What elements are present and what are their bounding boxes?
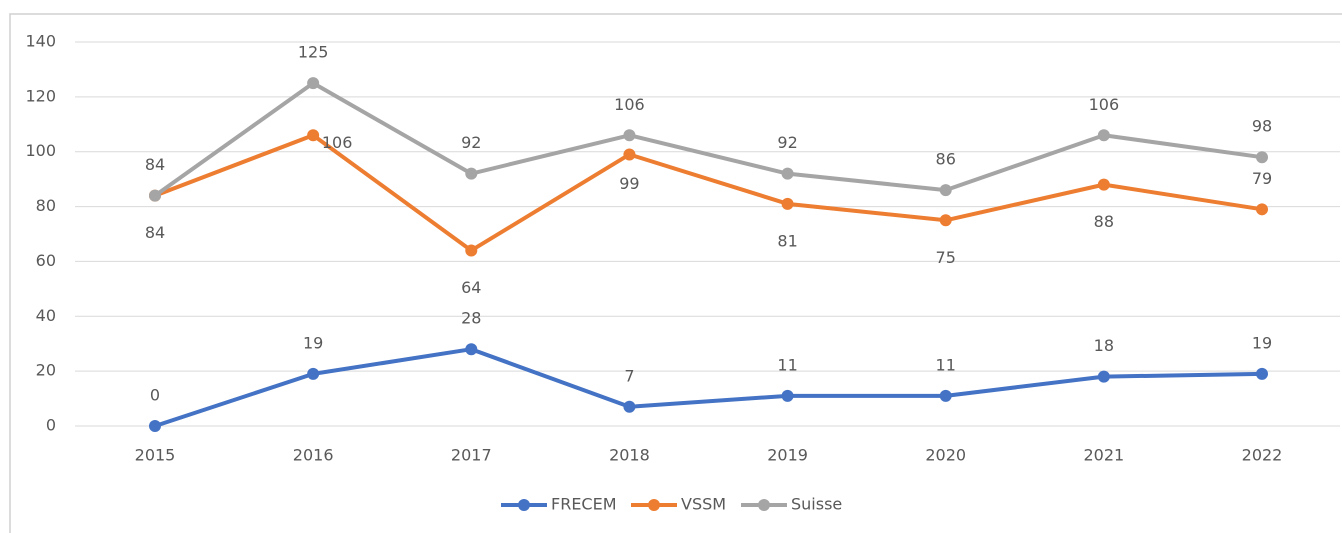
legend-marker (758, 499, 770, 511)
data-point (781, 197, 794, 210)
data-label: 92 (461, 133, 481, 152)
data-label: 98 (1252, 117, 1272, 136)
data-label: 125 (298, 43, 329, 62)
data-point (1256, 203, 1268, 216)
y-tick-label: 60 (36, 251, 56, 270)
x-tick-label: 2017 (451, 446, 492, 465)
x-tick-label: 2016 (293, 446, 334, 465)
data-label: 11 (777, 355, 797, 374)
data-label: 28 (461, 309, 481, 328)
y-tick-label: 80 (36, 196, 56, 215)
data-label: 106 (1089, 95, 1120, 114)
data-label: 92 (777, 133, 797, 152)
data-point (1097, 370, 1110, 383)
legend-label: VSSM (681, 495, 726, 514)
series-line (153, 81, 1263, 198)
data-label: 64 (461, 278, 481, 297)
data-label: 18 (1094, 336, 1114, 355)
y-tick-label: 40 (36, 306, 56, 325)
data-label: 106 (614, 95, 645, 114)
data-point (623, 129, 636, 142)
data-label: 81 (777, 231, 797, 250)
y-tick-label: 0 (46, 416, 56, 435)
x-tick-label: 2015 (135, 446, 176, 465)
data-point (465, 167, 478, 180)
data-point (623, 148, 636, 161)
data-label: 19 (1252, 333, 1272, 352)
data-label: 11 (936, 355, 956, 374)
chart-frame (9, 13, 1342, 533)
data-point (623, 400, 636, 413)
series-line (154, 347, 1263, 428)
legend-label: FRECEM (551, 495, 617, 514)
x-tick-label: 2020 (925, 446, 966, 465)
data-label: 7 (624, 366, 634, 385)
y-tick-label: 140 (25, 32, 56, 51)
x-tick-label: 2019 (767, 446, 808, 465)
data-point (149, 420, 161, 432)
data-point (781, 167, 794, 180)
legend-label: Suisse (791, 495, 842, 514)
data-point (781, 389, 794, 402)
y-tick-label: 120 (25, 86, 56, 105)
y-tick-label: 100 (25, 141, 56, 160)
data-label: 0 (150, 386, 160, 405)
y-tick-label: 20 (36, 361, 56, 380)
x-tick-label: 2018 (609, 446, 650, 465)
data-point (939, 389, 952, 402)
data-point (307, 77, 320, 90)
data-point (939, 214, 952, 227)
data-label: 88 (1094, 212, 1114, 231)
data-label: 86 (936, 150, 956, 169)
data-label: 99 (619, 174, 639, 193)
data-point (307, 129, 320, 142)
data-label: 84 (145, 223, 165, 242)
data-point (1097, 178, 1110, 191)
data-point (465, 343, 478, 356)
data-label: 106 (322, 133, 353, 152)
legend-marker (518, 499, 530, 511)
data-label: 79 (1252, 169, 1272, 188)
data-label: 75 (936, 248, 956, 267)
data-point (939, 184, 952, 197)
data-point (307, 367, 320, 380)
data-point (149, 189, 161, 202)
data-point (465, 244, 478, 257)
data-label: 19 (303, 333, 323, 352)
data-label: 84 (145, 155, 165, 174)
data-point (1256, 151, 1268, 164)
data-point (1256, 367, 1268, 380)
legend-marker (648, 499, 660, 511)
x-tick-label: 2022 (1242, 446, 1283, 465)
data-point (1097, 129, 1110, 142)
series-line (154, 133, 1263, 253)
x-tick-label: 2021 (1083, 446, 1124, 465)
